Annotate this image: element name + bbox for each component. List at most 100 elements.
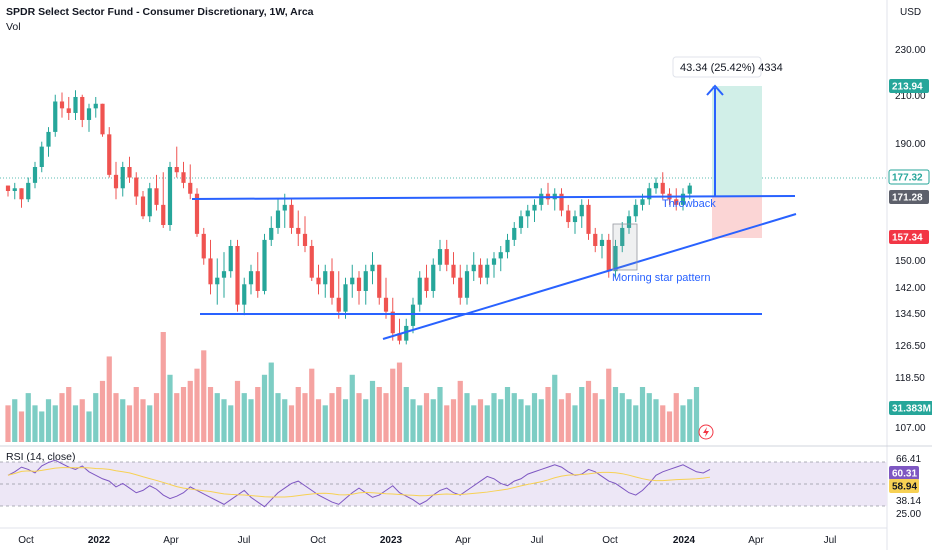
volume-bar (396, 362, 403, 442)
volume-bar (66, 387, 72, 442)
candle-body (329, 271, 335, 298)
morning-star-box (612, 223, 638, 271)
candle-body (194, 193, 200, 234)
volume-bar (558, 399, 565, 442)
volume-bar (72, 405, 79, 442)
candle-body (309, 245, 314, 278)
candle-body (356, 277, 362, 291)
candle-body (127, 167, 132, 178)
rsi-tick-label: 25.00 (896, 509, 921, 520)
candle-body (161, 204, 166, 225)
volume-bar (680, 405, 686, 442)
rsi-tick-label: 66.41 (896, 454, 921, 465)
rsi-badge-label: 58.94 (892, 482, 917, 493)
candle-body (269, 227, 274, 240)
candle-body (350, 277, 355, 285)
candle-body (653, 182, 659, 189)
candle-body (593, 233, 598, 246)
candle-body (464, 271, 470, 298)
candle-body (370, 264, 375, 272)
price-tick-label: 126.50 (895, 341, 926, 352)
volume-bar (423, 393, 430, 442)
price-axis-ticks: 230.00 210.00 190.00 150.00 142.00 134.50 126.… (895, 45, 926, 434)
volume-bar (403, 387, 409, 442)
volume-bar (376, 387, 382, 442)
candle-body (525, 210, 530, 217)
volume-bar (99, 380, 106, 442)
volume-bar (572, 405, 578, 442)
time-tick-label: Oct (310, 535, 326, 546)
candle-body (518, 216, 524, 228)
price-badge-box (889, 401, 932, 415)
volume-bar (383, 393, 389, 442)
candle-body (674, 199, 679, 205)
volume-bar (592, 393, 598, 442)
volume-bar (585, 380, 592, 442)
volume-bar (491, 393, 497, 442)
candle-body (633, 204, 638, 217)
volume-bar (282, 399, 288, 442)
volume-bar (410, 399, 416, 442)
currency-label[interactable]: USD (900, 7, 922, 18)
volume-bar (221, 399, 227, 442)
candle-body (512, 227, 517, 240)
candle-body (377, 264, 382, 298)
candle-body (437, 249, 443, 265)
candle-body (5, 185, 11, 191)
volume-bar (646, 393, 652, 442)
time-tick-label: Jul (238, 535, 251, 546)
candle-body (282, 204, 287, 211)
volume-bar (511, 393, 517, 442)
time-tick-label: Oct (18, 535, 34, 546)
candle-body (539, 193, 544, 205)
volume-bar (639, 387, 646, 442)
volume-bars (5, 332, 700, 442)
candle-body (46, 131, 51, 147)
candle-body (12, 188, 17, 191)
candle-body (363, 271, 368, 291)
candle-body (410, 304, 416, 326)
volume-bar (140, 399, 146, 442)
volume-bar (120, 399, 126, 442)
price-badges: 213.94 177.32 171.28 157.34 31.383M (888, 79, 932, 415)
volume-bar (248, 399, 254, 442)
time-axis-ticks: Oct 2022 Apr Jul Oct 2023 Apr Jul Oct 2024 Apr Jul (18, 535, 836, 546)
candle-body (120, 167, 125, 189)
candle-body (316, 277, 321, 285)
volume-bar (390, 368, 396, 442)
volume-bar (228, 405, 234, 442)
candle-body (599, 239, 605, 246)
rsi-tick-label: 38.14 (896, 496, 921, 507)
resistance-line[interactable] (191, 195, 796, 200)
volume-bar (86, 411, 92, 442)
rsi-axis-ticks: 66.41 38.14 25.00 60.31 58.94 (889, 454, 921, 520)
target-zone[interactable] (712, 86, 762, 196)
candle-body (478, 264, 483, 278)
volume-bar (457, 380, 463, 442)
volume-bar (180, 387, 187, 442)
volume-bar (356, 393, 362, 442)
rising-trendline[interactable] (382, 213, 797, 340)
candle-body (626, 216, 632, 228)
volume-bar (322, 405, 328, 442)
price-tick-label: 107.00 (895, 423, 926, 434)
volume-bar (471, 405, 477, 442)
volume-bar (633, 405, 639, 442)
volume-bar (417, 405, 423, 442)
candle-body (336, 297, 341, 312)
candle-body (134, 177, 139, 197)
target-label-box (672, 56, 762, 78)
volume-bar (552, 374, 558, 442)
candle-body (431, 264, 436, 291)
volume-bar (194, 368, 200, 442)
volume-bar (437, 387, 443, 442)
candle-body (154, 188, 159, 205)
volume-bar (234, 380, 241, 442)
candle-body (93, 103, 98, 109)
volume-bar (666, 411, 673, 442)
volume-bar (693, 387, 700, 442)
candle-body (147, 188, 152, 217)
volume-bar (619, 393, 625, 442)
candle-body (113, 174, 119, 189)
